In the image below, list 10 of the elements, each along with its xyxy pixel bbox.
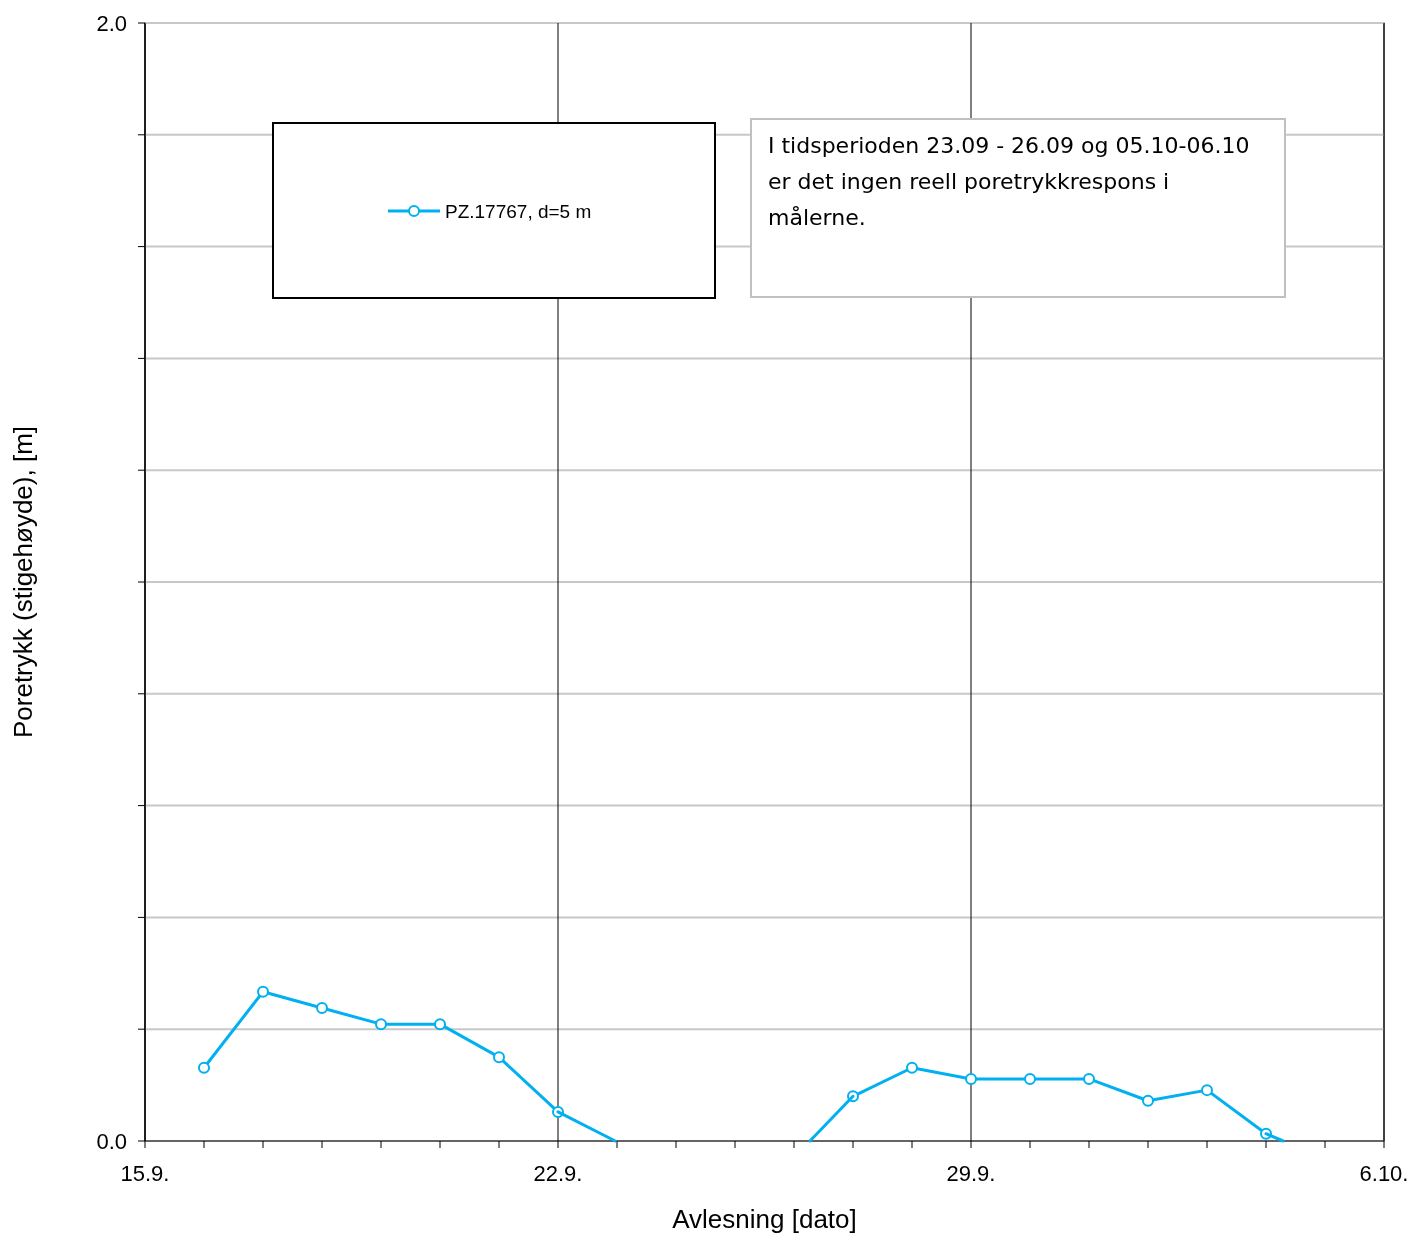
x-tick-label: 15.9. bbox=[120, 1161, 170, 1186]
legend-label: PZ.17767, d=5 m bbox=[445, 201, 592, 222]
annotation: I tidsperioden 23.09 - 26.09 og 05.10-06.10 er det ingen reell poretrykkrespons i målerne. bbox=[768, 132, 1251, 232]
x-tick-label: 22.9. bbox=[533, 1161, 583, 1186]
y-tick-label: 0.0 bbox=[96, 1129, 127, 1154]
x-tick-label: 6.10. bbox=[1359, 1161, 1409, 1186]
y-axis-title: Poretrykk (stigehøyde), [m] bbox=[8, 425, 38, 739]
x-axis-title: Avlesning [dato] bbox=[672, 1204, 857, 1234]
y-tick-label: 2.0 bbox=[96, 11, 127, 36]
x-tick-label: 29.9. bbox=[946, 1161, 996, 1186]
